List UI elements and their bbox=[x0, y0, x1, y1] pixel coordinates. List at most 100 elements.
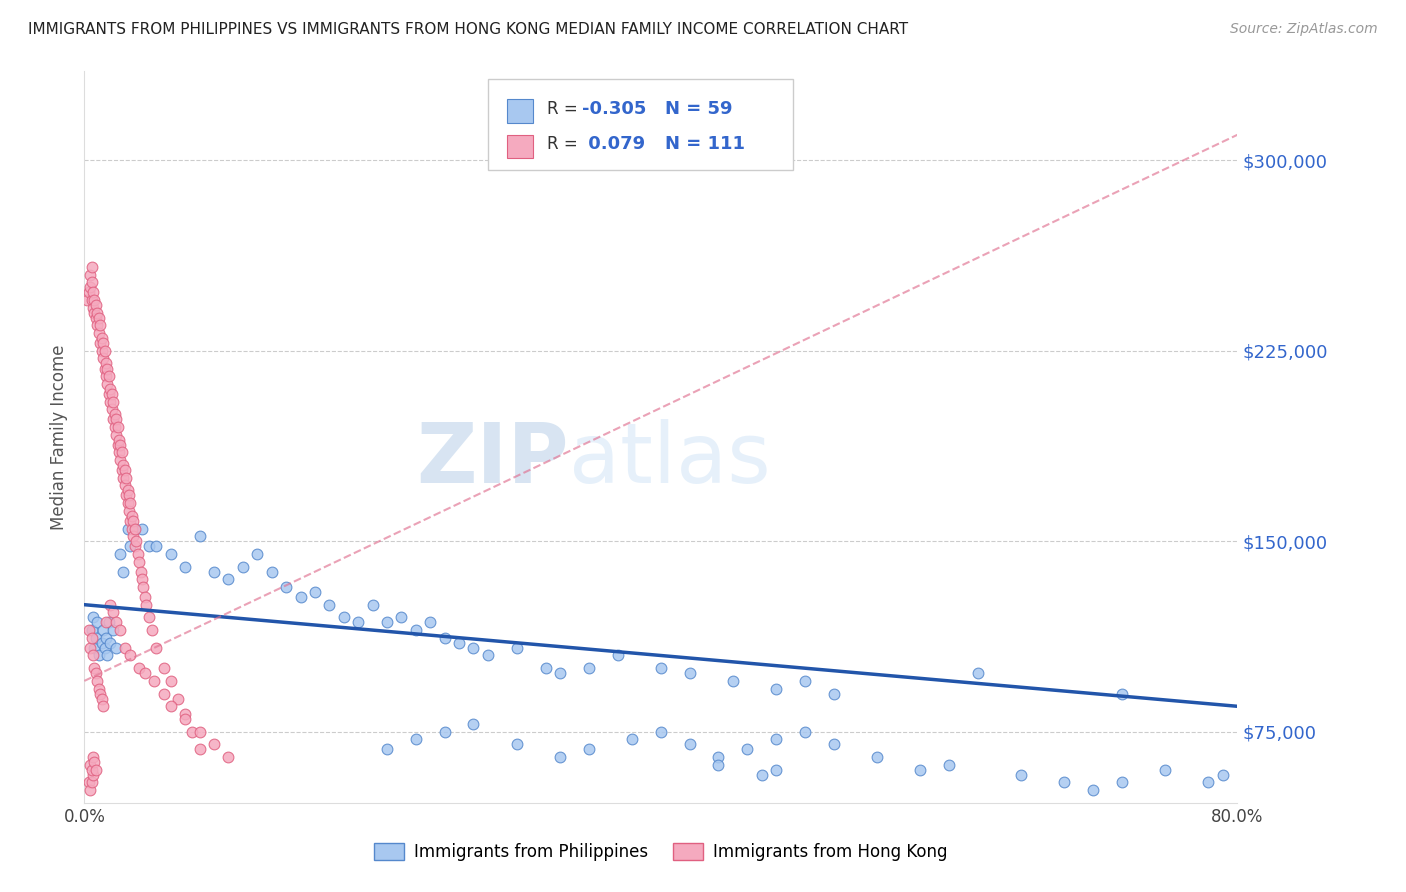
Point bbox=[84, 763, 107, 777]
Point bbox=[128, 555, 150, 569]
Point bbox=[1083, 783, 1105, 797]
Point bbox=[129, 565, 152, 579]
Text: N = 59: N = 59 bbox=[665, 100, 733, 118]
Text: R =: R = bbox=[547, 135, 582, 153]
Point bbox=[80, 260, 103, 274]
Point bbox=[94, 615, 117, 630]
Point bbox=[246, 547, 269, 561]
Point bbox=[160, 673, 183, 688]
Text: R =: R = bbox=[547, 100, 582, 118]
Point bbox=[606, 648, 628, 663]
Point bbox=[91, 351, 114, 366]
Point bbox=[174, 712, 197, 726]
Point bbox=[117, 496, 139, 510]
Point bbox=[405, 732, 427, 747]
Point bbox=[202, 738, 225, 752]
Legend: Immigrants from Philippines, Immigrants from Hong Kong: Immigrants from Philippines, Immigrants … bbox=[367, 836, 955, 868]
Point bbox=[89, 318, 111, 333]
Point bbox=[202, 565, 225, 579]
Point bbox=[361, 598, 384, 612]
Text: N = 111: N = 111 bbox=[665, 135, 745, 153]
Point bbox=[138, 610, 160, 624]
Point bbox=[93, 343, 115, 358]
Point bbox=[82, 301, 104, 315]
Point bbox=[103, 623, 124, 637]
Point bbox=[463, 717, 485, 731]
Point bbox=[77, 623, 100, 637]
Point bbox=[167, 691, 190, 706]
Point bbox=[84, 310, 107, 325]
Text: Source: ZipAtlas.com: Source: ZipAtlas.com bbox=[1230, 22, 1378, 37]
Point bbox=[80, 623, 103, 637]
Point bbox=[87, 681, 110, 696]
Point bbox=[80, 293, 103, 307]
Point bbox=[124, 521, 146, 535]
Point bbox=[650, 724, 672, 739]
Point bbox=[765, 763, 787, 777]
Point bbox=[548, 750, 571, 764]
Point bbox=[181, 724, 204, 739]
Point bbox=[218, 750, 240, 764]
Point bbox=[86, 305, 108, 319]
Point bbox=[967, 666, 990, 681]
Point bbox=[84, 631, 107, 645]
Point bbox=[79, 640, 101, 655]
Point bbox=[82, 610, 104, 624]
Point bbox=[463, 640, 485, 655]
Point bbox=[103, 605, 124, 619]
Point bbox=[375, 615, 398, 630]
Point bbox=[82, 768, 104, 782]
Point bbox=[318, 598, 340, 612]
Point bbox=[751, 768, 773, 782]
Point bbox=[82, 750, 104, 764]
Point bbox=[110, 453, 132, 467]
Point bbox=[1212, 768, 1234, 782]
Point bbox=[477, 648, 499, 663]
Point bbox=[794, 724, 817, 739]
Point bbox=[124, 539, 146, 553]
Point bbox=[823, 738, 845, 752]
Point bbox=[100, 402, 122, 417]
Point bbox=[419, 615, 441, 630]
Point bbox=[111, 463, 134, 477]
Point bbox=[118, 504, 141, 518]
Point bbox=[90, 636, 112, 650]
Point bbox=[1111, 775, 1133, 789]
Point bbox=[120, 496, 142, 510]
Point bbox=[76, 293, 98, 307]
Point bbox=[86, 318, 108, 333]
Point bbox=[86, 673, 108, 688]
Point bbox=[1010, 768, 1032, 782]
Point bbox=[578, 661, 600, 675]
Point bbox=[707, 750, 730, 764]
Point bbox=[82, 648, 104, 663]
Text: -0.305: -0.305 bbox=[582, 100, 647, 118]
Point bbox=[87, 326, 110, 340]
Point bbox=[276, 580, 298, 594]
Point bbox=[121, 508, 143, 523]
Point bbox=[138, 539, 160, 553]
Point bbox=[105, 427, 128, 442]
Point bbox=[120, 514, 142, 528]
Point bbox=[112, 565, 135, 579]
Point bbox=[105, 615, 128, 630]
Point bbox=[152, 661, 174, 675]
Text: 0.079: 0.079 bbox=[582, 135, 645, 153]
Point bbox=[506, 640, 529, 655]
Point bbox=[578, 742, 600, 756]
Point bbox=[80, 763, 103, 777]
Point bbox=[134, 666, 156, 681]
Point bbox=[79, 783, 101, 797]
Point bbox=[134, 590, 156, 604]
FancyBboxPatch shape bbox=[508, 99, 533, 122]
Point bbox=[79, 280, 101, 294]
Point bbox=[90, 691, 112, 706]
Point bbox=[1198, 775, 1220, 789]
Point bbox=[96, 361, 118, 376]
Point bbox=[188, 742, 211, 756]
Point bbox=[91, 699, 114, 714]
Point bbox=[91, 623, 114, 637]
Point bbox=[100, 387, 122, 401]
Point bbox=[765, 681, 787, 696]
Point bbox=[98, 382, 121, 396]
